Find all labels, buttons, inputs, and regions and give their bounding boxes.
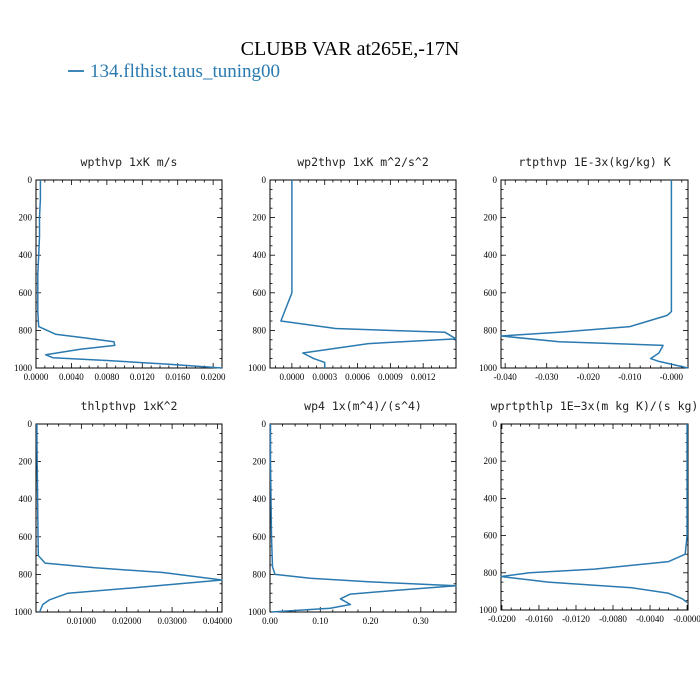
y-tick-label: 0 (493, 419, 498, 429)
y-tick-label: 200 (253, 457, 267, 467)
series-line (500, 180, 689, 369)
panel-title: wpthvp 1xK m/s (81, 155, 178, 169)
y-tick-label: 400 (19, 250, 33, 260)
y-tick-label: 1000 (248, 607, 267, 617)
x-tick-label: -0.040 (494, 372, 518, 382)
figure-title: CLUBB VAR at265E,-17N (241, 38, 460, 60)
x-tick-label: 0.0006 (345, 372, 370, 382)
y-tick-label: 200 (484, 213, 498, 223)
y-tick-label: 1000 (248, 363, 267, 373)
x-tick-label: -0.020 (577, 372, 601, 382)
x-tick-label: 0.0000 (280, 372, 305, 382)
y-tick-label: 600 (253, 288, 267, 298)
x-tick-label: 0.30 (413, 616, 429, 626)
x-tick-label: -0.0080 (599, 614, 627, 624)
y-tick-label: 400 (484, 493, 498, 503)
panel-title: wprtpthlp 1E−3x(m kg K)/(s kg) (491, 399, 699, 413)
x-tick-label: 0.0040 (59, 372, 84, 382)
x-tick-label: 0.20 (363, 616, 379, 626)
panel-title: wp4 1x(m^4)/(s^4) (304, 399, 422, 413)
x-tick-label: -0.0040 (636, 614, 664, 624)
panel-4: thlpthvp 1xK^2 0 200 400 600 800 1000 0.01000 0.… (14, 399, 233, 626)
y-tick-label: 1000 (14, 363, 33, 373)
x-tick-label: 0.00 (262, 616, 278, 626)
y-tick-label: 800 (253, 569, 267, 579)
x-tick-label: 0.03000 (157, 616, 187, 626)
series-line (500, 424, 688, 604)
panel-3: rtpthvp 1E-3x(kg/kg) K02004006008001000-… (479, 155, 689, 382)
panel-title: rtpthvp 1E-3x(kg/kg) K (518, 155, 670, 169)
x-tick-label: 0.0000 (24, 372, 49, 382)
series-line (269, 424, 457, 613)
plot-frame (500, 423, 689, 611)
x-tick-label: 0.0200 (201, 372, 226, 382)
x-tick-label: -0.0160 (525, 614, 553, 624)
y-tick-label: 400 (253, 250, 267, 260)
x-tick-label: -0.000 (660, 372, 684, 382)
y-tick-label: 400 (253, 494, 267, 504)
y-tick-label: 600 (19, 532, 33, 542)
y-tick-label: 800 (19, 569, 33, 579)
series-line (37, 180, 223, 369)
y-tick-label: 200 (19, 213, 33, 223)
series-line (280, 180, 457, 368)
y-tick-label: 600 (253, 532, 267, 542)
x-tick-label: -0.010 (618, 372, 642, 382)
x-tick-label: 0.0012 (411, 372, 436, 382)
y-tick-label: 600 (484, 531, 498, 541)
legend-label: 134.flthist.taus_tuning00 (90, 61, 280, 82)
x-tick-label: 0.10 (312, 616, 328, 626)
x-tick-label: -0.0200 (488, 614, 516, 624)
x-tick-label: 0.0080 (94, 372, 119, 382)
plot-frame (500, 179, 689, 369)
y-tick-label: 800 (253, 325, 267, 335)
y-tick-label: 200 (253, 213, 267, 223)
y-tick-label: 600 (19, 288, 33, 298)
y-tick-label: 400 (484, 250, 498, 260)
x-tick-label: 0.04000 (203, 616, 233, 626)
y-tick-label: 0 (493, 175, 498, 185)
x-tick-label: -0.0120 (562, 614, 590, 624)
y-tick-label: 1000 (14, 607, 33, 617)
x-tick-label: -0.030 (535, 372, 559, 382)
x-tick-label: 0.0120 (130, 372, 155, 382)
y-tick-label: 200 (484, 456, 498, 466)
y-tick-label: 800 (19, 325, 33, 335)
y-tick-label: 0 (28, 175, 33, 185)
plot-frame (35, 179, 223, 369)
y-tick-label: 200 (19, 457, 33, 467)
y-tick-label: 1000 (479, 605, 498, 615)
y-tick-label: 0 (262, 175, 267, 185)
x-tick-label: 0.0160 (165, 372, 190, 382)
panel-title: wp2thvp 1xK m^2/s^2 (297, 155, 429, 169)
y-tick-label: 600 (484, 288, 498, 298)
series-line (36, 424, 223, 613)
x-tick-label: 0.0003 (312, 372, 337, 382)
y-tick-label: 0 (262, 419, 267, 429)
x-tick-label: 0.0009 (378, 372, 403, 382)
y-tick-label: 800 (484, 568, 498, 578)
y-tick-label: 800 (484, 325, 498, 335)
x-tick-label: -0.0000 (673, 614, 700, 624)
panel-6: wprtpthlp 1E−3x(m kg K)/(s kg) 0 200 400 600… (479, 399, 700, 624)
x-tick-label: 0.01000 (67, 616, 97, 626)
y-tick-label: 0 (28, 419, 33, 429)
y-tick-label: 1000 (479, 363, 498, 373)
x-tick-label: 0.02000 (112, 616, 142, 626)
y-tick-label: 400 (19, 494, 33, 504)
panel-2: wp2thvp 1xK m^2/s^2 0 200 400 600 800 1000 0.00… (248, 155, 457, 382)
panel-title: thlpthvp 1xK^2 (81, 399, 178, 413)
plot-frame (35, 423, 223, 613)
